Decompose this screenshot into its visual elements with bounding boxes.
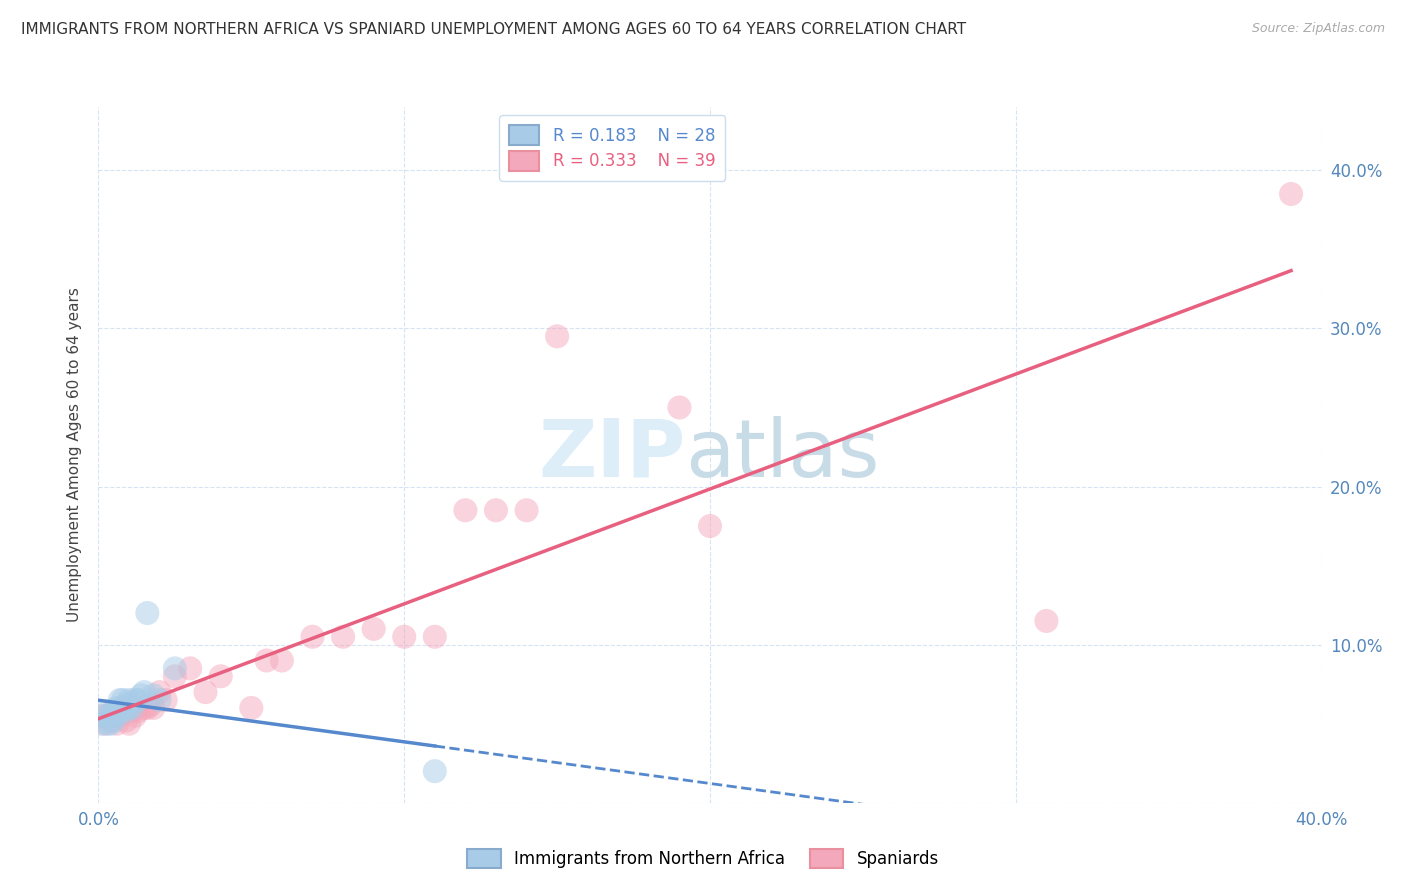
Point bbox=[111, 693, 134, 707]
Point bbox=[105, 708, 128, 723]
Point bbox=[194, 685, 217, 699]
Point bbox=[454, 503, 477, 517]
Point bbox=[115, 714, 138, 728]
Point bbox=[209, 669, 232, 683]
Point bbox=[121, 704, 143, 718]
Point bbox=[363, 622, 385, 636]
Point bbox=[136, 701, 159, 715]
Point bbox=[270, 653, 292, 667]
Point bbox=[97, 716, 120, 731]
Point bbox=[103, 704, 125, 718]
Point bbox=[115, 698, 138, 712]
Point bbox=[103, 714, 125, 728]
Point bbox=[115, 704, 138, 718]
Point bbox=[105, 716, 128, 731]
Point bbox=[256, 653, 278, 667]
Point bbox=[423, 764, 446, 779]
Point bbox=[108, 708, 131, 723]
Point bbox=[105, 701, 128, 715]
Point bbox=[149, 693, 172, 707]
Legend: Immigrants from Northern Africa, Spaniards: Immigrants from Northern Africa, Spaniar… bbox=[461, 842, 945, 875]
Point bbox=[142, 701, 165, 715]
Point bbox=[139, 698, 162, 712]
Point bbox=[127, 704, 149, 718]
Point bbox=[1279, 186, 1302, 201]
Point bbox=[546, 329, 568, 343]
Y-axis label: Unemployment Among Ages 60 to 64 years: Unemployment Among Ages 60 to 64 years bbox=[66, 287, 82, 623]
Point bbox=[93, 716, 115, 731]
Point bbox=[103, 704, 125, 718]
Point bbox=[129, 688, 152, 702]
Point bbox=[163, 661, 186, 675]
Point bbox=[90, 716, 112, 731]
Point bbox=[516, 503, 538, 517]
Point bbox=[485, 503, 508, 517]
Point bbox=[100, 708, 122, 723]
Point bbox=[118, 716, 141, 731]
Point bbox=[111, 701, 134, 715]
Point bbox=[90, 708, 112, 723]
Point bbox=[108, 704, 131, 718]
Point bbox=[121, 701, 143, 715]
Point bbox=[100, 716, 122, 731]
Point bbox=[1035, 614, 1057, 628]
Point bbox=[93, 708, 115, 723]
Point bbox=[124, 693, 146, 707]
Point bbox=[392, 630, 416, 644]
Point bbox=[301, 630, 323, 644]
Point bbox=[699, 519, 721, 533]
Point bbox=[149, 685, 172, 699]
Point bbox=[127, 693, 149, 707]
Text: Source: ZipAtlas.com: Source: ZipAtlas.com bbox=[1251, 22, 1385, 36]
Point bbox=[118, 701, 141, 715]
Point bbox=[179, 661, 201, 675]
Point bbox=[163, 669, 186, 683]
Point bbox=[134, 701, 156, 715]
Point bbox=[134, 685, 156, 699]
Point bbox=[332, 630, 354, 644]
Point bbox=[142, 688, 165, 702]
Point bbox=[240, 701, 263, 715]
Point bbox=[124, 708, 146, 723]
Legend: R = 0.183    N = 28, R = 0.333    N = 39: R = 0.183 N = 28, R = 0.333 N = 39 bbox=[499, 115, 725, 180]
Point bbox=[100, 714, 122, 728]
Point bbox=[136, 606, 159, 620]
Text: IMMIGRANTS FROM NORTHERN AFRICA VS SPANIARD UNEMPLOYMENT AMONG AGES 60 TO 64 YEA: IMMIGRANTS FROM NORTHERN AFRICA VS SPANI… bbox=[21, 22, 966, 37]
Text: ZIP: ZIP bbox=[538, 416, 686, 494]
Point bbox=[97, 708, 120, 723]
Point bbox=[111, 704, 134, 718]
Point bbox=[118, 693, 141, 707]
Point bbox=[97, 704, 120, 718]
Point bbox=[423, 630, 446, 644]
Point bbox=[155, 693, 177, 707]
Point bbox=[668, 401, 690, 415]
Point bbox=[108, 693, 131, 707]
Text: atlas: atlas bbox=[686, 416, 880, 494]
